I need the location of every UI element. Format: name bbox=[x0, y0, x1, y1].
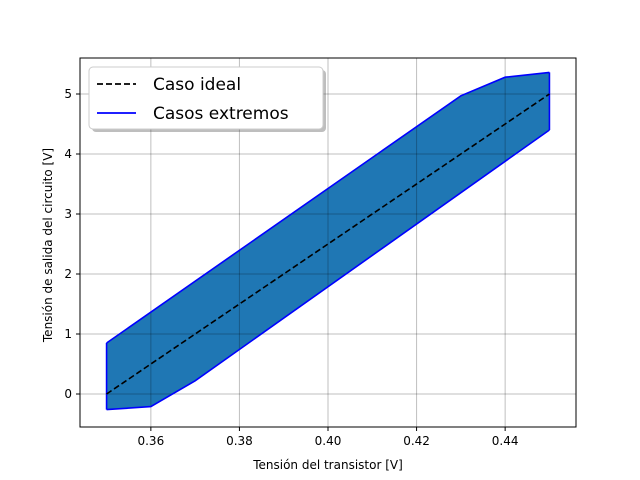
x-tick-label: 0.42 bbox=[403, 434, 430, 448]
x-axis-label: Tensión del transistor [V] bbox=[252, 458, 403, 472]
legend-ideal-label: Caso ideal bbox=[153, 75, 241, 95]
x-tick-label: 0.36 bbox=[137, 434, 164, 448]
x-tick-label: 0.40 bbox=[315, 434, 342, 448]
y-tick-label: 3 bbox=[64, 207, 72, 221]
legend-extremos-label: Casos extremos bbox=[153, 104, 289, 124]
y-tick-label: 0 bbox=[64, 387, 72, 401]
fill-band-area bbox=[106, 72, 550, 410]
y-tick-label: 1 bbox=[64, 327, 72, 341]
legend-box bbox=[88, 66, 324, 130]
lower-extreme-line bbox=[106, 129, 550, 411]
legend: Caso ideal Casos extremos bbox=[88, 66, 326, 132]
y-tick-label: 4 bbox=[64, 147, 72, 161]
x-tick-label: 0.38 bbox=[226, 434, 253, 448]
y-axis-label: Tensión de salida del circuito [V] bbox=[41, 148, 55, 343]
upper-extreme-line bbox=[106, 71, 550, 344]
x-tick-label: 0.44 bbox=[492, 434, 519, 448]
y-tick-label: 5 bbox=[64, 87, 72, 101]
y-tick-label: 2 bbox=[64, 267, 72, 281]
ideal-line bbox=[106, 93, 550, 395]
